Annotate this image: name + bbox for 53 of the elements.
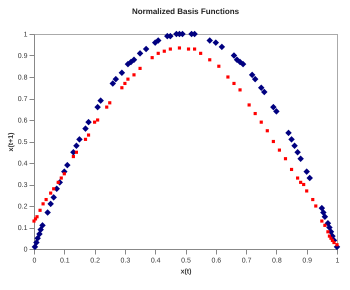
point [311, 198, 314, 202]
point [126, 78, 130, 81]
point [168, 47, 172, 51]
point [290, 168, 294, 172]
chart-title: Normalized Basis Functions [132, 7, 240, 16]
point [208, 58, 212, 62]
point [52, 187, 56, 190]
point [326, 230, 330, 234]
point [62, 172, 66, 176]
point [314, 204, 318, 208]
point [232, 82, 236, 86]
point [272, 140, 275, 144]
point [284, 157, 288, 160]
point [60, 176, 63, 180]
point [105, 106, 108, 109]
point [332, 240, 336, 244]
point [49, 192, 52, 195]
point [42, 202, 45, 206]
point [156, 52, 160, 55]
point [260, 120, 263, 124]
point [238, 88, 242, 92]
point [108, 101, 112, 104]
point [186, 47, 190, 51]
point [96, 118, 100, 122]
point [302, 182, 306, 186]
point [299, 180, 302, 184]
point [120, 86, 124, 90]
point [178, 46, 182, 50]
point [44, 198, 48, 202]
point [74, 150, 78, 154]
point [84, 138, 88, 141]
point [86, 133, 90, 137]
point [254, 112, 257, 116]
point [138, 66, 142, 70]
point [335, 243, 339, 246]
point [226, 75, 230, 79]
point [248, 103, 251, 107]
point [162, 50, 166, 53]
point [199, 52, 202, 55]
point [132, 73, 136, 76]
point [38, 208, 42, 212]
point [217, 64, 220, 68]
point [266, 129, 269, 132]
point [123, 82, 126, 86]
point [278, 148, 282, 152]
point [320, 219, 324, 223]
point [72, 154, 75, 158]
point [193, 47, 196, 51]
point [296, 176, 300, 180]
point [305, 189, 308, 193]
point [150, 56, 154, 60]
point [323, 224, 326, 227]
point [93, 120, 96, 124]
